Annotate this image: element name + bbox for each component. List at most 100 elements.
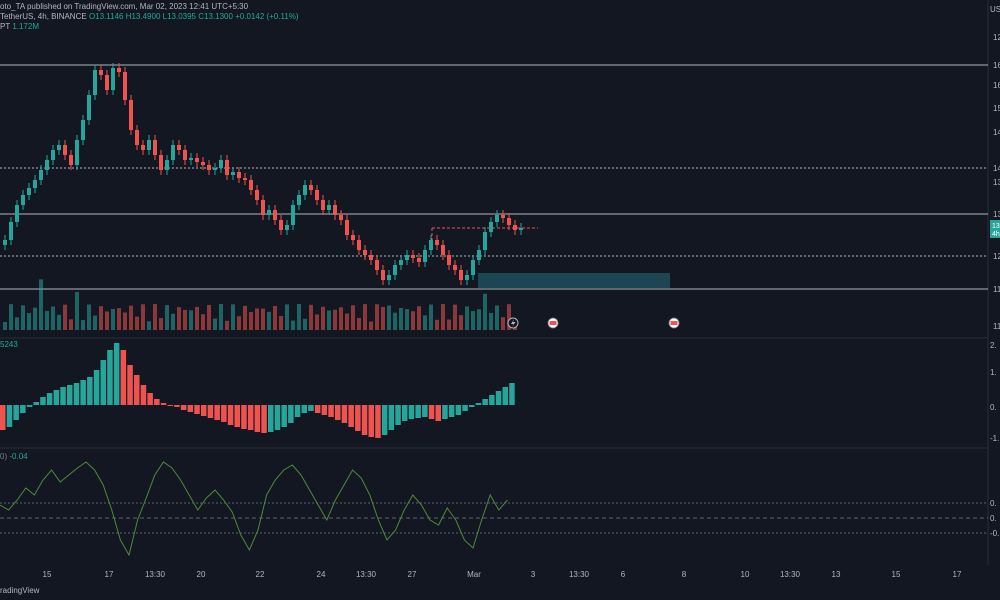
candle-body <box>321 200 325 210</box>
oscillator2-legend[interactable]: 0) -0.04 <box>0 452 28 461</box>
volume-bar <box>93 315 97 330</box>
osc2-axis-label: -0. <box>990 529 999 538</box>
histogram-bar <box>174 405 180 407</box>
histogram-bar <box>180 405 187 410</box>
volume-bar <box>393 312 397 330</box>
calendar-flag-icon[interactable] <box>547 317 559 329</box>
histogram-bar <box>26 405 33 407</box>
candle-body <box>285 225 289 230</box>
histogram-bar <box>281 405 287 427</box>
candle-body <box>261 200 265 215</box>
candle-body <box>381 270 385 280</box>
symbol-legend[interactable]: TetherUS, 4h, BINANCE O13.1146 H13.4900 … <box>0 12 299 21</box>
histogram-bar <box>274 405 281 430</box>
volume-bar <box>117 308 121 330</box>
time-axis-label: 17 <box>104 570 114 579</box>
volume-bar <box>69 319 73 330</box>
oscillator1-value: 5243 <box>0 340 18 349</box>
demand-zone-rectangle[interactable] <box>478 273 670 288</box>
candle-body <box>141 145 145 150</box>
histogram-bar <box>120 350 127 405</box>
volume-bar <box>231 304 235 330</box>
osc1-axis-label: 2. <box>990 341 997 350</box>
volume-legend[interactable]: PT 1.172M <box>0 22 39 31</box>
oscillator1-legend[interactable]: 5243 <box>0 340 18 349</box>
time-axis-label: 24 <box>316 570 326 579</box>
candle-body <box>147 140 151 150</box>
candle-body <box>399 260 403 265</box>
price-axis-label: 16 <box>993 61 1000 70</box>
osc2-axis-label: 0. <box>990 499 997 508</box>
candle-body <box>33 180 37 188</box>
candle-body <box>111 68 115 90</box>
candle-body <box>339 215 343 220</box>
histogram-bar <box>368 405 374 437</box>
volume-bar <box>423 315 427 330</box>
candle-body <box>435 240 439 245</box>
candle-body <box>183 150 187 160</box>
candle-body <box>489 222 493 232</box>
oscillator2-axis: 0. 0. -0. <box>990 499 999 538</box>
candle-body <box>417 258 421 262</box>
time-axis-label: 8 <box>681 570 687 579</box>
histogram-bar <box>448 405 455 417</box>
time-axis-label: 15 <box>891 570 901 579</box>
volume-series[interactable] <box>3 279 517 330</box>
histogram-bar <box>127 365 133 405</box>
histogram-oscillator[interactable] <box>0 343 515 438</box>
candle-body <box>153 140 157 155</box>
volume-bar <box>495 305 499 330</box>
histogram-bar <box>408 405 415 419</box>
candle-body <box>459 270 463 280</box>
histogram-bar <box>462 405 468 411</box>
candle-body <box>237 172 241 178</box>
histogram-bar <box>301 405 307 413</box>
time-axis-label: 10 <box>740 570 750 579</box>
histogram-bar <box>455 405 462 415</box>
volume-bar <box>189 310 193 330</box>
time-axis[interactable]: 15 17 13:30 20 22 24 13:30 27 Mar 3 13:30 6 8 10 13:30… <box>0 568 1000 582</box>
candle-body <box>135 130 139 145</box>
histogram-bar <box>221 405 227 422</box>
volume-value: 1.172M <box>12 22 39 31</box>
candlestick-series[interactable] <box>3 63 523 285</box>
volume-bar <box>9 304 13 330</box>
volume-bar <box>507 304 511 330</box>
candle-body <box>357 240 361 250</box>
histogram-bar <box>288 405 294 423</box>
price-axis-label: 11 <box>993 285 1000 294</box>
histogram-bar <box>214 405 220 420</box>
volume-bar <box>333 309 337 330</box>
histogram-bar <box>227 405 234 425</box>
candle-body <box>369 255 373 260</box>
countdown-text: 4h <box>992 231 1000 238</box>
candle-body <box>411 255 415 258</box>
histogram-bar <box>254 405 261 432</box>
volume-bar <box>429 304 433 330</box>
candle-body <box>57 145 61 150</box>
volume-bar <box>465 306 469 330</box>
histogram-bar <box>194 405 200 414</box>
candle-body <box>99 70 103 75</box>
volume-bar <box>219 304 223 330</box>
candle-body <box>267 210 271 215</box>
histogram-bar <box>395 405 401 425</box>
candle-body <box>129 100 133 130</box>
candle-body <box>309 185 313 190</box>
volume-bar <box>441 304 445 330</box>
histogram-bar <box>13 405 19 420</box>
volume-bar <box>411 311 415 330</box>
candle-body <box>159 155 163 170</box>
price-axis[interactable]: 121616151414131312121111 <box>993 33 1000 331</box>
lightning-icon[interactable] <box>507 317 519 329</box>
volume-bar <box>207 304 211 330</box>
volume-bar <box>375 304 379 330</box>
candle-body <box>249 180 253 190</box>
oscillator-line[interactable] <box>0 461 508 557</box>
calendar-flag-icon[interactable] <box>668 317 680 329</box>
histogram-bar <box>482 399 488 405</box>
candle-body <box>465 275 469 280</box>
histogram-bar <box>87 377 93 405</box>
volume-bar <box>153 304 157 330</box>
